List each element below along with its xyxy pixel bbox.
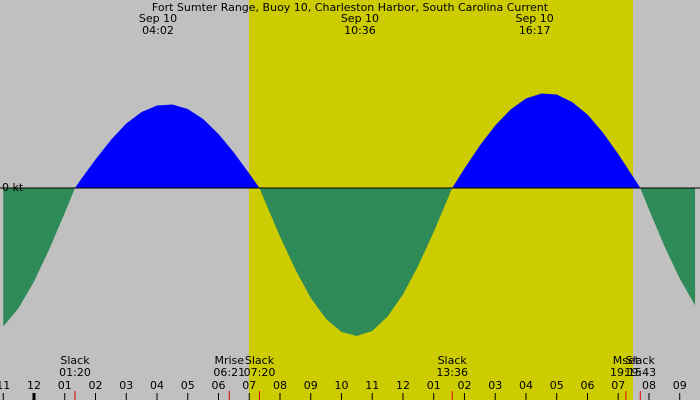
current-area [3, 93, 696, 336]
chart-title: Fort Sumter Range, Buoy 10, Charleston H… [152, 1, 549, 14]
x-tick-label: 11 [0, 379, 10, 392]
x-tick-label: 07 [611, 379, 625, 392]
x-tick-label: 07 [242, 379, 256, 392]
plot [3, 0, 696, 400]
event-name: Slack [438, 354, 468, 367]
x-tick-label: 02 [457, 379, 471, 392]
event-name: Mrise [214, 354, 244, 367]
event-time: 19:43 [624, 366, 656, 379]
x-tick-label: 02 [89, 379, 103, 392]
x-tick-label: 03 [119, 379, 133, 392]
event-time: 19:15 [610, 366, 642, 379]
x-tick-label: 08 [642, 379, 656, 392]
x-tick-label: 05 [550, 379, 564, 392]
extreme-date: Sep 10 [139, 12, 177, 25]
event-time: 13:36 [436, 366, 468, 379]
x-tick-label: 12 [396, 379, 410, 392]
extreme-time: 04:02 [142, 24, 174, 37]
x-tick-label: 06 [580, 379, 594, 392]
x-tick-label: 09 [673, 379, 687, 392]
x-tick-label: 04 [150, 379, 164, 392]
extreme-time: 10:36 [344, 24, 376, 37]
x-tick-label: 12 [27, 379, 41, 392]
x-tick-label: 04 [519, 379, 533, 392]
x-tick-label: 01 [427, 379, 441, 392]
extreme-date: Sep 10 [516, 12, 554, 25]
event-name: Slack [626, 354, 656, 367]
extreme-time: 16:17 [519, 24, 551, 37]
extreme-date: Sep 10 [341, 12, 379, 25]
event-time: 01:20 [59, 366, 91, 379]
x-tick-label: 11 [365, 379, 379, 392]
x-tick-label: 03 [488, 379, 502, 392]
event-name: Slack [245, 354, 275, 367]
x-tick-label: 01 [58, 379, 72, 392]
x-tick-label: 10 [334, 379, 348, 392]
x-tick-label: 09 [304, 379, 318, 392]
x-tick-label: 06 [211, 379, 225, 392]
x-tick-label: 05 [181, 379, 195, 392]
event-name: Mset [613, 354, 640, 367]
event-time: 07:20 [244, 366, 276, 379]
event-time: 06:21 [213, 366, 245, 379]
event-name: Slack [60, 354, 90, 367]
y-tick-label: 0 kt [2, 181, 24, 194]
x-tick-label: 08 [273, 379, 287, 392]
